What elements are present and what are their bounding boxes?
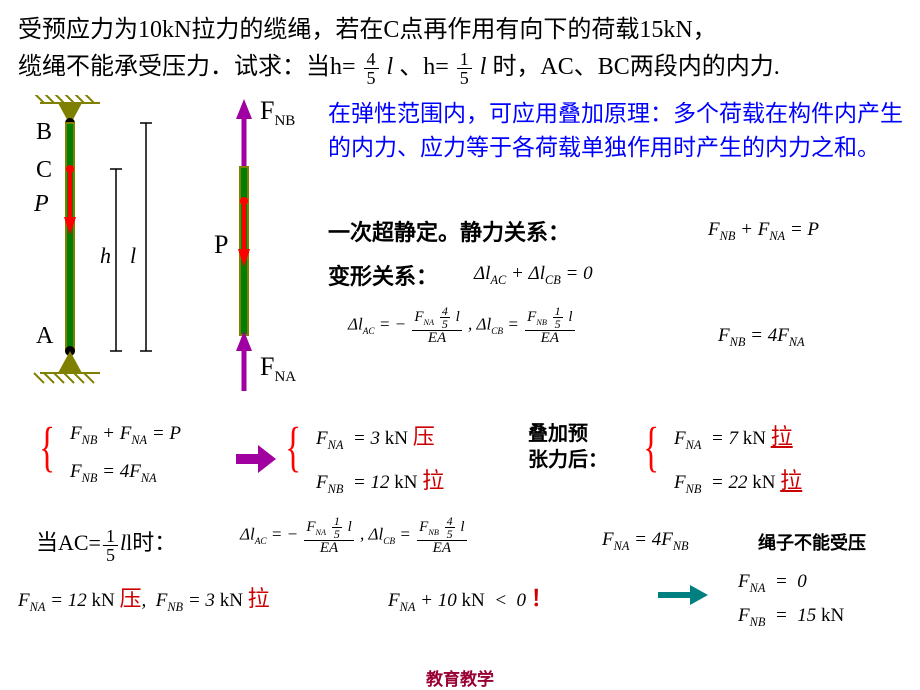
arrow-implies-1 [236,445,276,473]
l2: l [480,54,487,80]
label-B: B [36,119,52,145]
when-ac-label: 当AC=15ll时： [36,525,176,563]
label-C: C [36,157,52,183]
deform-equation: ΔlAC + ΔlCB = 0 [474,263,593,288]
main-area: B C P h l A FNB P FNA 在弹性范围内，可应用叠加原理：多个荷… [18,93,902,413]
delta-l-equations: ΔlAC = − FNA 45 lEA , ΔlCB = FNB 15 lEA [348,305,577,346]
brace-2: { [285,415,301,478]
final-result: FNA = 0 FNB = 15 kN [738,565,844,633]
delta-l-equations-2: ΔlAC = − FNA 15 lEA , ΔlCB = FNB 45 lEA [240,515,469,556]
l1: l [387,54,394,80]
statics-equation: FNB + FNA = P [708,219,819,244]
superposition-principle: 在弹性范围内，可应用叠加原理：多个荷载在构件内产生的内力、应力等于各荷载单独作用… [328,97,918,164]
problem-line2c: 时，AC、BC两段内的内力. [492,54,779,80]
frac-4-5: 45 [364,50,379,87]
relation-fna-4fnb: FNA = 4FNB [602,529,689,554]
diagram-fbd: FNB P FNA [208,95,318,405]
problem-line1: 受预应力为10kN拉力的缆绳，若在C点再作用有向下的荷载15kN， [18,17,717,43]
footer-label: 教育教学 [0,665,920,690]
label-h: h [100,243,111,268]
problem-statement: 受预应力为10kN拉力的缆绳，若在C点再作用有向下的荷载15kN， 缆绳不能承受… [18,12,902,87]
arrow-implies-2 [658,585,708,605]
result-case2: FNA = 12 kN 压, FNB = 3 kN 拉 [18,581,270,615]
label-P2: P [214,230,228,259]
problem-line2b: 、h= [399,54,449,80]
system2: FNA = 3 kN 压 FNB = 12 kN 拉 [316,415,444,503]
check-inequality: FNA + 10 kN < 0 ！ [388,581,553,615]
diagram-structure: B C P h l A [22,95,192,405]
statics-label: 一次超静定。静力关系： [328,215,570,247]
label-P: P [33,191,49,217]
label-FNB: FNB [260,96,295,129]
frac-1-5: 15 [457,50,472,87]
label-A: A [36,323,54,349]
label-FNA: FNA [260,352,296,385]
brace-3: { [643,415,659,478]
relation-fnb-4fna: FNB = 4FNA [718,325,805,350]
problem-line2a: 缆绳不能承受压力．试求：当h= [18,54,356,80]
solution-row-2: 当AC=15ll时： ΔlAC = − FNA 15 lEA , ΔlCB = … [18,515,902,625]
system1: FNB + FNA = P FNB = 4FNA [70,415,181,491]
brace-1: { [39,415,55,478]
system3: FNA = 7 kN 拉 FNB = 22 kN 拉 [674,415,802,503]
solution-row-1: { FNB + FNA = P FNB = 4FNA { FNA = 3 kN … [18,415,902,515]
label-l: l [130,243,136,268]
rope-no-compression: 绳子不能受压 [758,529,866,555]
deform-label: 变形关系： [328,259,438,291]
superpose-label: 叠加预张力后： [528,421,608,473]
